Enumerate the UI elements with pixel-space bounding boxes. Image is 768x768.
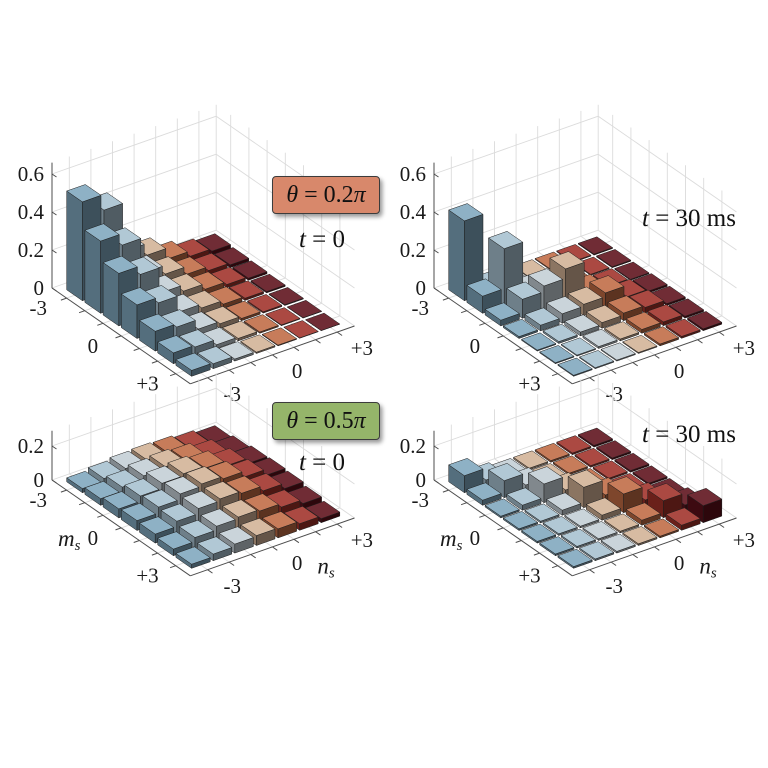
t-value: = 30 ms (648, 421, 736, 448)
n-tick-label: +3 (733, 528, 755, 552)
m-tick-label: 0 (88, 526, 99, 550)
m-axis-label: ms (58, 526, 81, 554)
n-tick-label: -3 (606, 382, 624, 406)
axes-top-left: -3-300+3+300.20.40.6 (18, 162, 373, 406)
z-tick-label: 0.6 (400, 162, 426, 186)
z-tick-label: 0 (416, 468, 427, 492)
t-value: = 0 (305, 226, 346, 253)
n-tick-label: +3 (733, 336, 755, 360)
pi-symbol: π (353, 181, 366, 208)
m-tick-label: 0 (470, 526, 481, 550)
m-tick-label: +3 (136, 564, 158, 588)
n-tick-label: 0 (674, 551, 685, 575)
t-symbol: t (298, 449, 306, 476)
m-tick-label: 0 (88, 334, 99, 358)
panel-top-right: -3-300+3+300.20.40.6 (400, 104, 755, 406)
time-label-bottom-right: t = 30 ms (609, 421, 768, 449)
z-tick-label: 0.2 (400, 238, 426, 262)
bars-bottom-right (448, 427, 723, 569)
theta-0.5pi-label-box: θ = 0.5 π (272, 402, 380, 440)
z-tick-label: 0 (416, 276, 427, 300)
theta-symbol: θ (286, 407, 299, 434)
bars-top-left (66, 184, 341, 377)
n-axis-label: ns (317, 553, 335, 581)
z-tick-label: 0.2 (400, 434, 426, 458)
n-tick-label: -3 (224, 382, 242, 406)
n-tick-label: 0 (292, 359, 303, 383)
m-tick-label: +3 (136, 372, 158, 396)
time-label-bottom-left: t = 0 (242, 449, 402, 477)
n-tick-label: 0 (674, 359, 685, 383)
t-symbol: t (642, 421, 649, 448)
theta-value: = 0.5 (298, 407, 354, 434)
theta-value: = 0.2 (298, 181, 354, 208)
m-tick-label: +3 (518, 564, 540, 588)
z-tick-label: 0.2 (18, 434, 44, 458)
m-tick-label: -3 (30, 296, 48, 320)
n-tick-label: +3 (351, 336, 373, 360)
t-symbol: t (298, 226, 306, 253)
t-symbol: t (642, 205, 649, 232)
theta-0.2pi-label-box: θ = 0.2 π (272, 176, 380, 214)
m-tick-label: -3 (412, 296, 430, 320)
m-tick-label: +3 (518, 372, 540, 396)
pi-symbol: π (353, 407, 366, 434)
m-tick-label: -3 (30, 488, 48, 512)
n-tick-label: -3 (606, 574, 624, 598)
m-axis-label: ms (440, 526, 463, 554)
z-tick-label: 0 (34, 468, 45, 492)
z-tick-label: 0 (34, 276, 45, 300)
n-tick-label: +3 (351, 528, 373, 552)
bars-bottom-left (66, 425, 341, 569)
n-axis-label: ns (699, 553, 717, 581)
t-value: = 30 ms (648, 205, 736, 232)
m-tick-label: 0 (470, 334, 481, 358)
z-tick-label: 0.6 (18, 162, 44, 186)
bars-top-right (448, 203, 723, 377)
time-label-top-left: t = 0 (242, 226, 402, 254)
panel-top-left: -3-300+3+300.20.40.6 (18, 104, 373, 406)
z-tick-label: 0.4 (400, 200, 427, 224)
theta-symbol: θ (286, 181, 299, 208)
z-tick-label: 0.2 (18, 238, 44, 262)
axes-top-right: -3-300+3+300.20.40.6 (400, 162, 755, 406)
m-tick-label: -3 (412, 488, 430, 512)
t-value: = 0 (305, 449, 346, 476)
z-tick-label: 0.4 (18, 200, 45, 224)
n-tick-label: 0 (292, 551, 303, 575)
n-tick-label: -3 (224, 574, 242, 598)
time-label-top-right: t = 30 ms (609, 205, 768, 233)
